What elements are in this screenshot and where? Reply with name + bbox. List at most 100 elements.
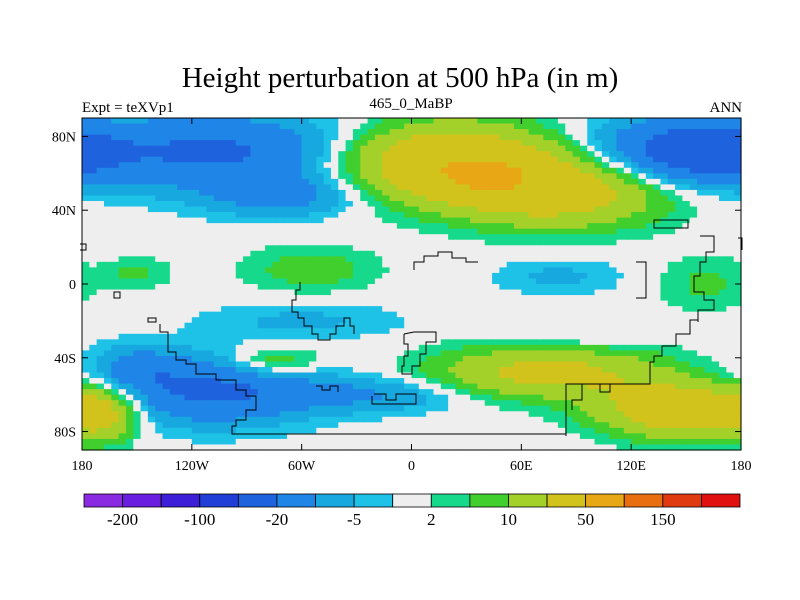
- field-cell: [682, 123, 691, 130]
- field-cell: [638, 184, 647, 191]
- field-cell: [184, 300, 193, 307]
- field-cell: [506, 383, 515, 390]
- field-cell: [733, 118, 742, 125]
- field-cell: [733, 223, 742, 230]
- field-cell: [565, 394, 574, 401]
- field-cell: [367, 317, 376, 324]
- field-cell: [338, 422, 347, 429]
- field-cell: [272, 212, 281, 219]
- field-cell: [243, 405, 252, 412]
- field-cell: [272, 250, 281, 257]
- field-cell: [565, 289, 574, 296]
- field-cell: [667, 289, 676, 296]
- field-cell: [177, 178, 186, 185]
- field-cell: [609, 400, 618, 407]
- field-cell: [411, 178, 420, 185]
- field-cell: [345, 212, 354, 219]
- field-cell: [125, 405, 134, 412]
- field-cell: [169, 317, 178, 324]
- field-cell: [265, 140, 273, 147]
- field-cell: [689, 394, 698, 401]
- field-cell: [697, 151, 705, 158]
- field-cell: [404, 261, 413, 268]
- field-cell: [601, 284, 610, 291]
- field-cell: [499, 405, 508, 412]
- field-cell: [448, 400, 457, 407]
- field-cell: [404, 272, 413, 280]
- field-cell: [184, 389, 193, 396]
- field-cell: [499, 140, 508, 147]
- field-cell: [711, 322, 720, 329]
- field-cell: [155, 350, 164, 357]
- field-cell: [257, 411, 266, 418]
- field-cell: [697, 184, 705, 191]
- field-cell: [301, 389, 310, 396]
- field-cell: [330, 322, 339, 329]
- field-cell: [426, 389, 435, 396]
- field-cell: [506, 333, 515, 340]
- field-cell: [221, 416, 230, 423]
- field-cell: [330, 383, 339, 390]
- field-cell: [535, 278, 544, 285]
- field-cell: [484, 217, 493, 224]
- field-cell: [279, 189, 288, 197]
- field-cell: [265, 178, 273, 185]
- field-cell: [111, 145, 120, 152]
- field-cell: [565, 344, 574, 351]
- field-cell: [272, 289, 281, 296]
- field-cell: [162, 300, 171, 307]
- field-cell: [199, 361, 208, 368]
- field-cell: [265, 378, 273, 385]
- field-cell: [506, 367, 515, 374]
- field-cell: [162, 367, 171, 374]
- field-cell: [96, 267, 105, 274]
- field-cell: [235, 339, 244, 346]
- field-cell: [155, 405, 164, 412]
- field-cell: [543, 267, 552, 274]
- field-cell: [396, 228, 405, 235]
- field-cell: [382, 333, 391, 340]
- field-cell: [125, 212, 134, 219]
- field-cell: [448, 333, 457, 340]
- field-cell: [338, 189, 347, 197]
- field-cell: [199, 311, 208, 318]
- field-cell: [719, 295, 727, 302]
- field-cell: [111, 300, 120, 307]
- field-cell: [675, 217, 684, 224]
- field-cell: [719, 256, 727, 263]
- field-cell: [514, 300, 522, 307]
- field-cell: [360, 333, 369, 340]
- field-cell: [418, 256, 427, 263]
- field-cell: [82, 129, 90, 136]
- field-cell: [125, 201, 134, 208]
- field-cell: [440, 173, 449, 180]
- field-cell: [162, 306, 171, 313]
- field-cell: [367, 212, 376, 219]
- field-cell: [213, 317, 222, 324]
- field-cell: [257, 195, 266, 202]
- field-cell: [616, 350, 625, 357]
- field-cell: [535, 300, 544, 307]
- field-cell: [411, 118, 420, 125]
- field-cell: [528, 217, 537, 224]
- field-cell: [697, 344, 705, 351]
- field-cell: [565, 123, 574, 130]
- field-cell: [396, 129, 405, 136]
- field-cell: [418, 367, 427, 374]
- field-cell: [125, 206, 134, 213]
- field-cell: [191, 300, 200, 307]
- field-cell: [477, 278, 486, 285]
- field-cell: [609, 184, 618, 191]
- field-cell: [609, 201, 618, 208]
- field-cell: [535, 328, 544, 335]
- field-cell: [125, 250, 134, 257]
- field-cell: [184, 134, 193, 141]
- field-cell: [426, 189, 435, 197]
- field-cell: [667, 129, 676, 136]
- field-cell: [140, 416, 149, 423]
- field-cell: [645, 195, 654, 202]
- field-cell: [374, 173, 383, 180]
- field-cell: [177, 422, 186, 429]
- field-cell: [462, 278, 471, 285]
- field-cell: [477, 123, 486, 130]
